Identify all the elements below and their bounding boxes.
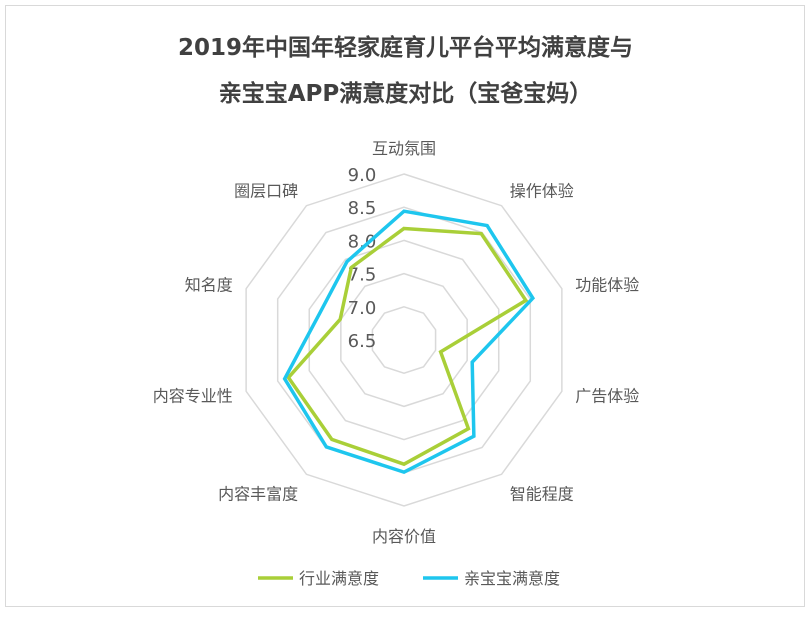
category-label: 功能体验 [575, 275, 639, 294]
grid-ring [340, 272, 468, 408]
grid-ring [245, 173, 563, 507]
legend-label: 亲宝宝满意度 [464, 569, 560, 588]
tick-label: 6.5 [348, 331, 377, 352]
category-label: 知名度 [185, 275, 233, 294]
category-label: 内容专业性 [153, 387, 233, 406]
chart-frame [5, 5, 805, 607]
series-line-industry [286, 226, 529, 467]
tick-label: 7.0 [348, 298, 377, 319]
grid-ring [308, 239, 500, 441]
legend-label: 行业满意度 [299, 569, 379, 588]
tick-label: 8.0 [348, 231, 377, 252]
tick-label: 9.0 [348, 165, 377, 186]
category-label: 操作体验 [510, 181, 574, 200]
tick-label: 8.5 [348, 198, 377, 219]
category-label: 内容价值 [372, 527, 436, 546]
category-label: 内容丰富度 [218, 485, 298, 504]
category-label: 圈层口碑 [234, 181, 298, 200]
category-label: 智能程度 [510, 485, 574, 504]
chart-title-line-1: 2019年中国年轻家庭育儿平台平均满意度与 [177, 35, 633, 61]
tick-label: 7.5 [348, 265, 377, 286]
grid-ring [371, 306, 437, 374]
chart-title-line-2: 亲宝宝APP满意度对比（宝爸宝妈） [218, 81, 593, 107]
category-label: 广告体验 [575, 387, 639, 406]
category-label: 互动氛围 [372, 139, 436, 158]
